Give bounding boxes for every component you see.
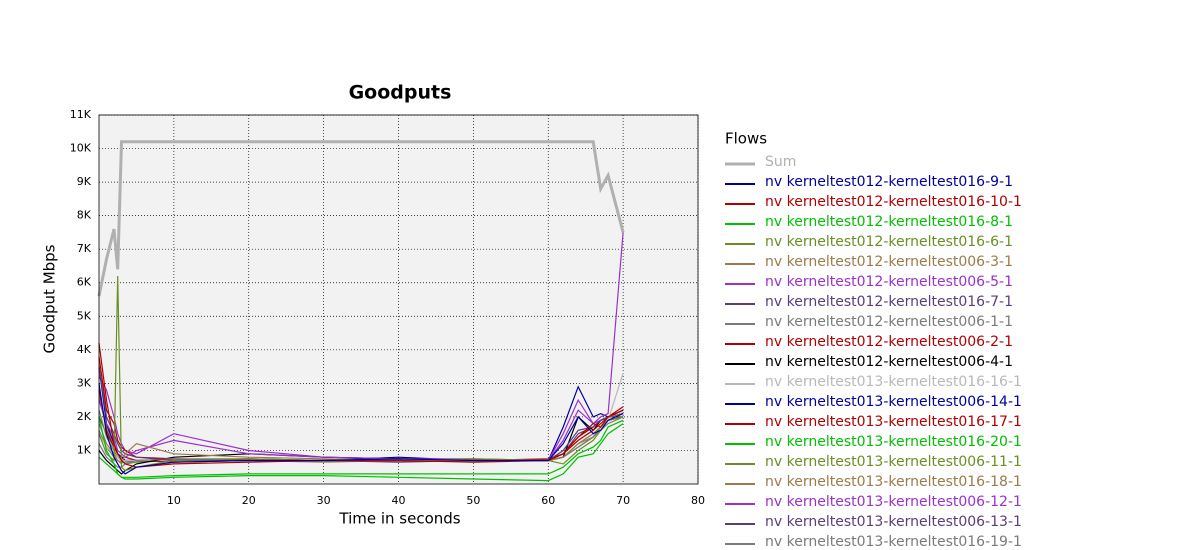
legend-label: nv kerneltest013-kerneltest006-12-1	[765, 494, 1022, 510]
legend-label: nv kerneltest013-kerneltest006-13-1	[765, 514, 1022, 530]
legend-label: nv kerneltest012-kerneltest016-7-1	[765, 294, 1013, 310]
y-tick-label: 9K	[77, 175, 92, 188]
legend-label: nv kerneltest013-kerneltest006-14-1	[765, 394, 1022, 410]
legend-label: nv kerneltest013-kerneltest016-18-1	[765, 474, 1022, 490]
chart-title: Goodputs	[349, 82, 452, 104]
x-tick-label: 30	[317, 494, 331, 507]
legend-label: nv kerneltest013-kerneltest006-11-1	[765, 454, 1022, 470]
series-line	[97, 140, 625, 297]
legend-label: nv kerneltest013-kerneltest016-19-1	[765, 534, 1022, 550]
x-tick-label: 40	[392, 494, 406, 507]
y-tick-label: 4K	[77, 343, 92, 356]
legend-label: nv kerneltest012-kerneltest006-4-1	[765, 354, 1013, 370]
y-tick-label: 11K	[70, 108, 92, 121]
y-tick-label: 3K	[77, 376, 92, 389]
legend-label: nv kerneltest012-kerneltest016-10-1	[765, 194, 1022, 210]
x-axis-title: Time in seconds	[338, 510, 460, 528]
x-tick-label: 50	[466, 494, 480, 507]
y-tick-label: 1K	[77, 443, 92, 456]
legend-label: nv kerneltest012-kerneltest006-1-1	[765, 314, 1013, 330]
legend-label: Sum	[765, 154, 796, 170]
legend-label: nv kerneltest013-kerneltest016-16-1	[765, 374, 1022, 390]
legend-label: nv kerneltest012-kerneltest016-6-1	[765, 234, 1013, 250]
legend-label: nv kerneltest012-kerneltest006-2-1	[765, 334, 1013, 350]
x-tick-label: 60	[541, 494, 555, 507]
y-tick-label: 10K	[70, 142, 92, 155]
x-tick-label: 10	[167, 494, 181, 507]
legend-label: nv kerneltest013-kerneltest016-17-1	[765, 414, 1022, 430]
legend-label: nv kerneltest012-kerneltest016-8-1	[765, 214, 1013, 230]
y-tick-label: 2K	[77, 410, 92, 423]
plot-area	[99, 115, 698, 484]
legend-label: nv kerneltest012-kerneltest006-5-1	[765, 274, 1013, 290]
x-tick-label: 20	[242, 494, 256, 507]
legend-title: Flows	[725, 130, 767, 148]
x-tick-label: 70	[616, 494, 630, 507]
y-axis-title: Goodput Mbps	[41, 244, 59, 353]
plot-border	[98, 114, 699, 485]
y-tick-label: 7K	[77, 242, 92, 255]
series-line	[98, 416, 624, 482]
legend-label: nv kerneltest012-kerneltest006-3-1	[765, 254, 1013, 270]
x-tick-label: 80	[691, 494, 705, 507]
y-tick-label: 8K	[77, 209, 92, 222]
y-tick-label: 6K	[77, 276, 92, 289]
legend-label: nv kerneltest013-kerneltest016-20-1	[765, 434, 1022, 450]
legend-label: nv kerneltest012-kerneltest016-9-1	[765, 174, 1013, 190]
y-tick-label: 5K	[77, 309, 92, 322]
series-line	[98, 383, 624, 475]
